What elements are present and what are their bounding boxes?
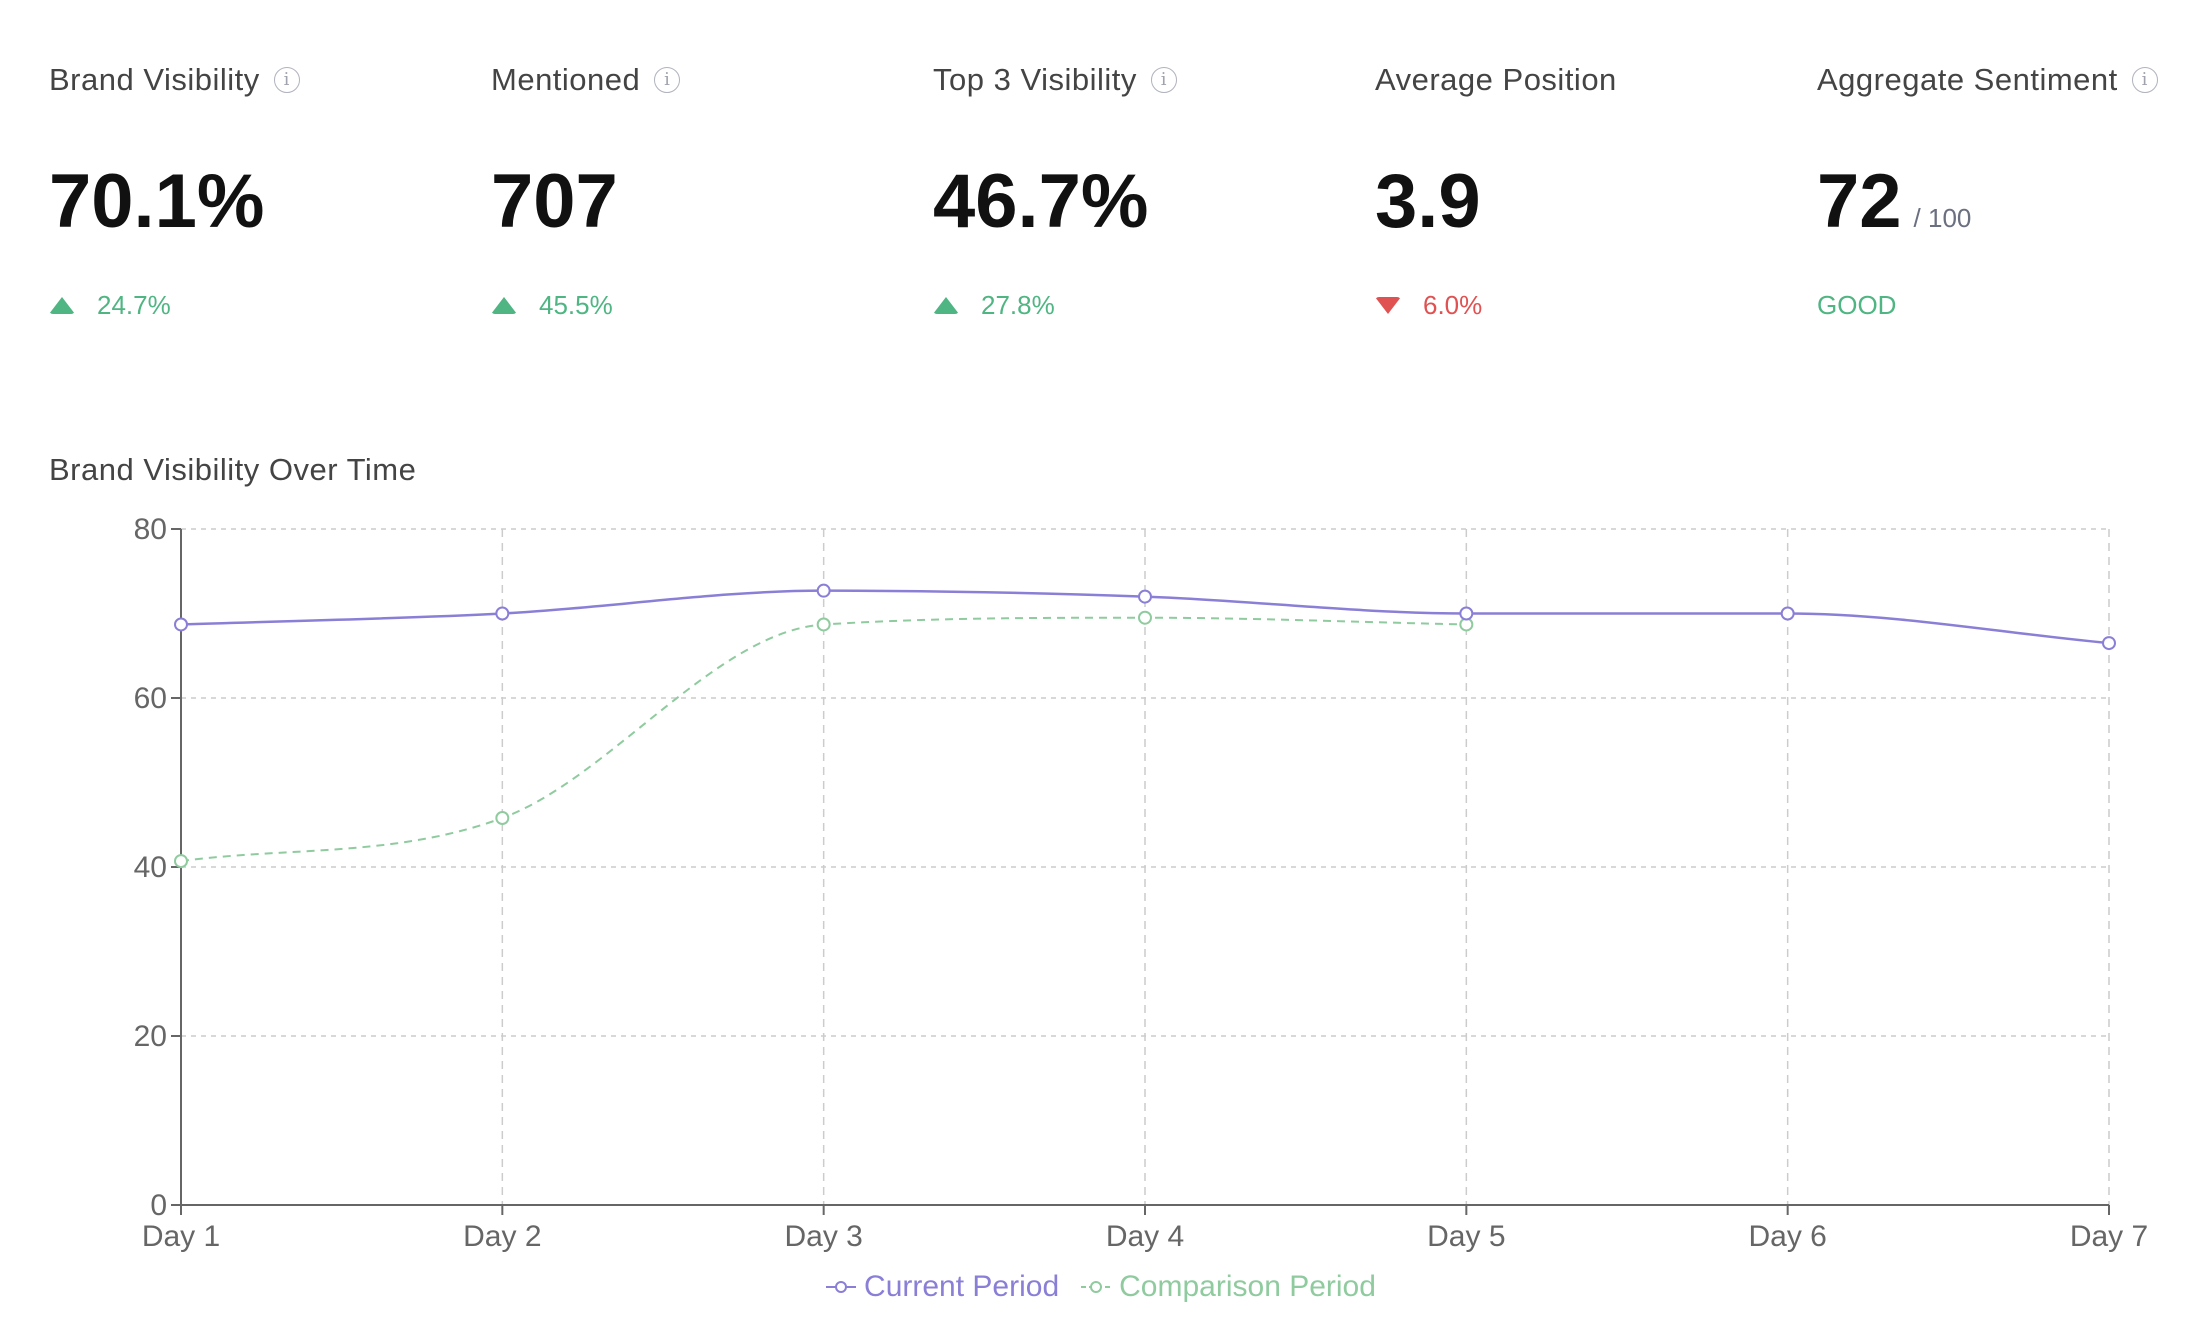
legend-comparison-marker-icon bbox=[1081, 1281, 1112, 1293]
y-tick-label: 80 bbox=[134, 513, 167, 546]
data-point bbox=[816, 583, 831, 598]
x-tick-label: Day 1 bbox=[142, 1220, 220, 1253]
kpi-suffix: / 100 bbox=[1913, 203, 1972, 233]
data-point bbox=[1459, 606, 1474, 621]
y-tick-label: 40 bbox=[134, 851, 167, 884]
kpi-value-text: 46.7% bbox=[933, 159, 1149, 244]
info-icon[interactable]: i bbox=[654, 67, 681, 93]
legend-item-comparison[interactable]: Comparison Period bbox=[1081, 1270, 1376, 1304]
kpi-title-text: Brand Visibility bbox=[49, 62, 260, 97]
x-tick-label: Day 7 bbox=[2070, 1220, 2148, 1253]
kpi-value: 3.9 bbox=[1375, 164, 1805, 240]
data-point bbox=[174, 854, 188, 869]
info-icon[interactable]: i bbox=[273, 67, 300, 93]
data-point bbox=[174, 617, 188, 632]
arrow-up-icon bbox=[491, 297, 517, 314]
data-point bbox=[1138, 610, 1152, 625]
info-icon[interactable]: i bbox=[1150, 67, 1177, 93]
kpi-value: 707 bbox=[491, 164, 921, 240]
kpi-title: Top 3 Visibility i bbox=[933, 58, 1363, 102]
legend-current-marker-icon bbox=[826, 1281, 857, 1293]
kpi-card: Top 3 Visibility i 46.7% 27.8% bbox=[933, 58, 1363, 321]
kpi-title-text: Top 3 Visibility bbox=[933, 62, 1137, 97]
y-tick-label: 0 bbox=[150, 1189, 167, 1222]
kpi-delta-text: 24.7% bbox=[97, 290, 171, 320]
info-icon[interactable]: i bbox=[2131, 67, 2158, 93]
kpi-delta-text: 45.5% bbox=[539, 290, 613, 320]
kpi-value-text: 70.1% bbox=[49, 159, 265, 244]
x-tick-label: Day 3 bbox=[784, 1220, 862, 1253]
series-line-comparison-period bbox=[180, 616, 1467, 863]
kpi-value-text: 72 bbox=[1817, 159, 1902, 244]
kpi-title: Aggregate Sentiment i bbox=[1817, 58, 2202, 102]
kpi-delta: 27.8% bbox=[933, 290, 1363, 321]
kpi-value-text: 3.9 bbox=[1375, 159, 1481, 244]
kpi-card: Brand Visibility i 70.1% 24.7% bbox=[49, 58, 479, 321]
kpi-card: Aggregate Sentiment i 72/ 100 GOOD bbox=[1817, 58, 2202, 321]
data-point bbox=[495, 606, 510, 621]
kpi-value: 72/ 100 bbox=[1817, 164, 2202, 240]
data-point bbox=[1780, 606, 1795, 621]
kpi-delta: 6.0% bbox=[1375, 290, 1805, 321]
chart-legend: Current Period Comparison Period bbox=[0, 1270, 2202, 1304]
x-tick-label: Day 5 bbox=[1427, 1220, 1505, 1253]
arrow-up-icon bbox=[49, 297, 75, 314]
x-tick-label: Day 2 bbox=[463, 1220, 541, 1253]
kpi-value: 46.7% bbox=[933, 164, 1363, 240]
kpi-title: Mentioned i bbox=[491, 58, 921, 102]
chart-title: Brand Visibility Over Time bbox=[49, 452, 417, 487]
y-tick-label: 60 bbox=[134, 682, 167, 715]
x-tick-label: Day 4 bbox=[1106, 1220, 1184, 1253]
x-tick-label: Day 6 bbox=[1748, 1220, 1826, 1253]
kpi-delta: 45.5% bbox=[491, 290, 921, 321]
legend-label: Current Period bbox=[864, 1270, 1060, 1303]
arrow-down-icon bbox=[1375, 297, 1401, 314]
kpi-card: Mentioned i 707 45.5% bbox=[491, 58, 921, 321]
kpi-delta-text: 27.8% bbox=[981, 290, 1055, 320]
legend-item-current[interactable]: Current Period bbox=[826, 1270, 1059, 1304]
kpi-value-text: 707 bbox=[491, 159, 618, 244]
kpi-delta-text: 6.0% bbox=[1423, 290, 1483, 320]
kpi-title-text: Aggregate Sentiment bbox=[1817, 62, 2118, 97]
kpi-delta: GOOD bbox=[1817, 290, 2202, 321]
arrow-up-icon bbox=[933, 297, 959, 314]
data-point bbox=[1138, 589, 1152, 604]
kpi-title: Average Position bbox=[1375, 58, 1805, 102]
kpi-title-text: Mentioned bbox=[491, 62, 641, 97]
kpi-title: Brand Visibility i bbox=[49, 58, 479, 102]
legend-label: Comparison Period bbox=[1119, 1270, 1376, 1303]
kpi-delta-text: GOOD bbox=[1817, 290, 1897, 320]
y-tick-label: 20 bbox=[134, 1020, 167, 1053]
kpi-value: 70.1% bbox=[49, 164, 479, 240]
kpi-delta: 24.7% bbox=[49, 290, 479, 321]
kpi-card: Average Position 3.9 6.0% bbox=[1375, 58, 1805, 321]
data-point bbox=[816, 617, 831, 632]
data-point bbox=[495, 810, 510, 825]
kpi-title-text: Average Position bbox=[1375, 62, 1617, 97]
data-point bbox=[2102, 636, 2116, 651]
